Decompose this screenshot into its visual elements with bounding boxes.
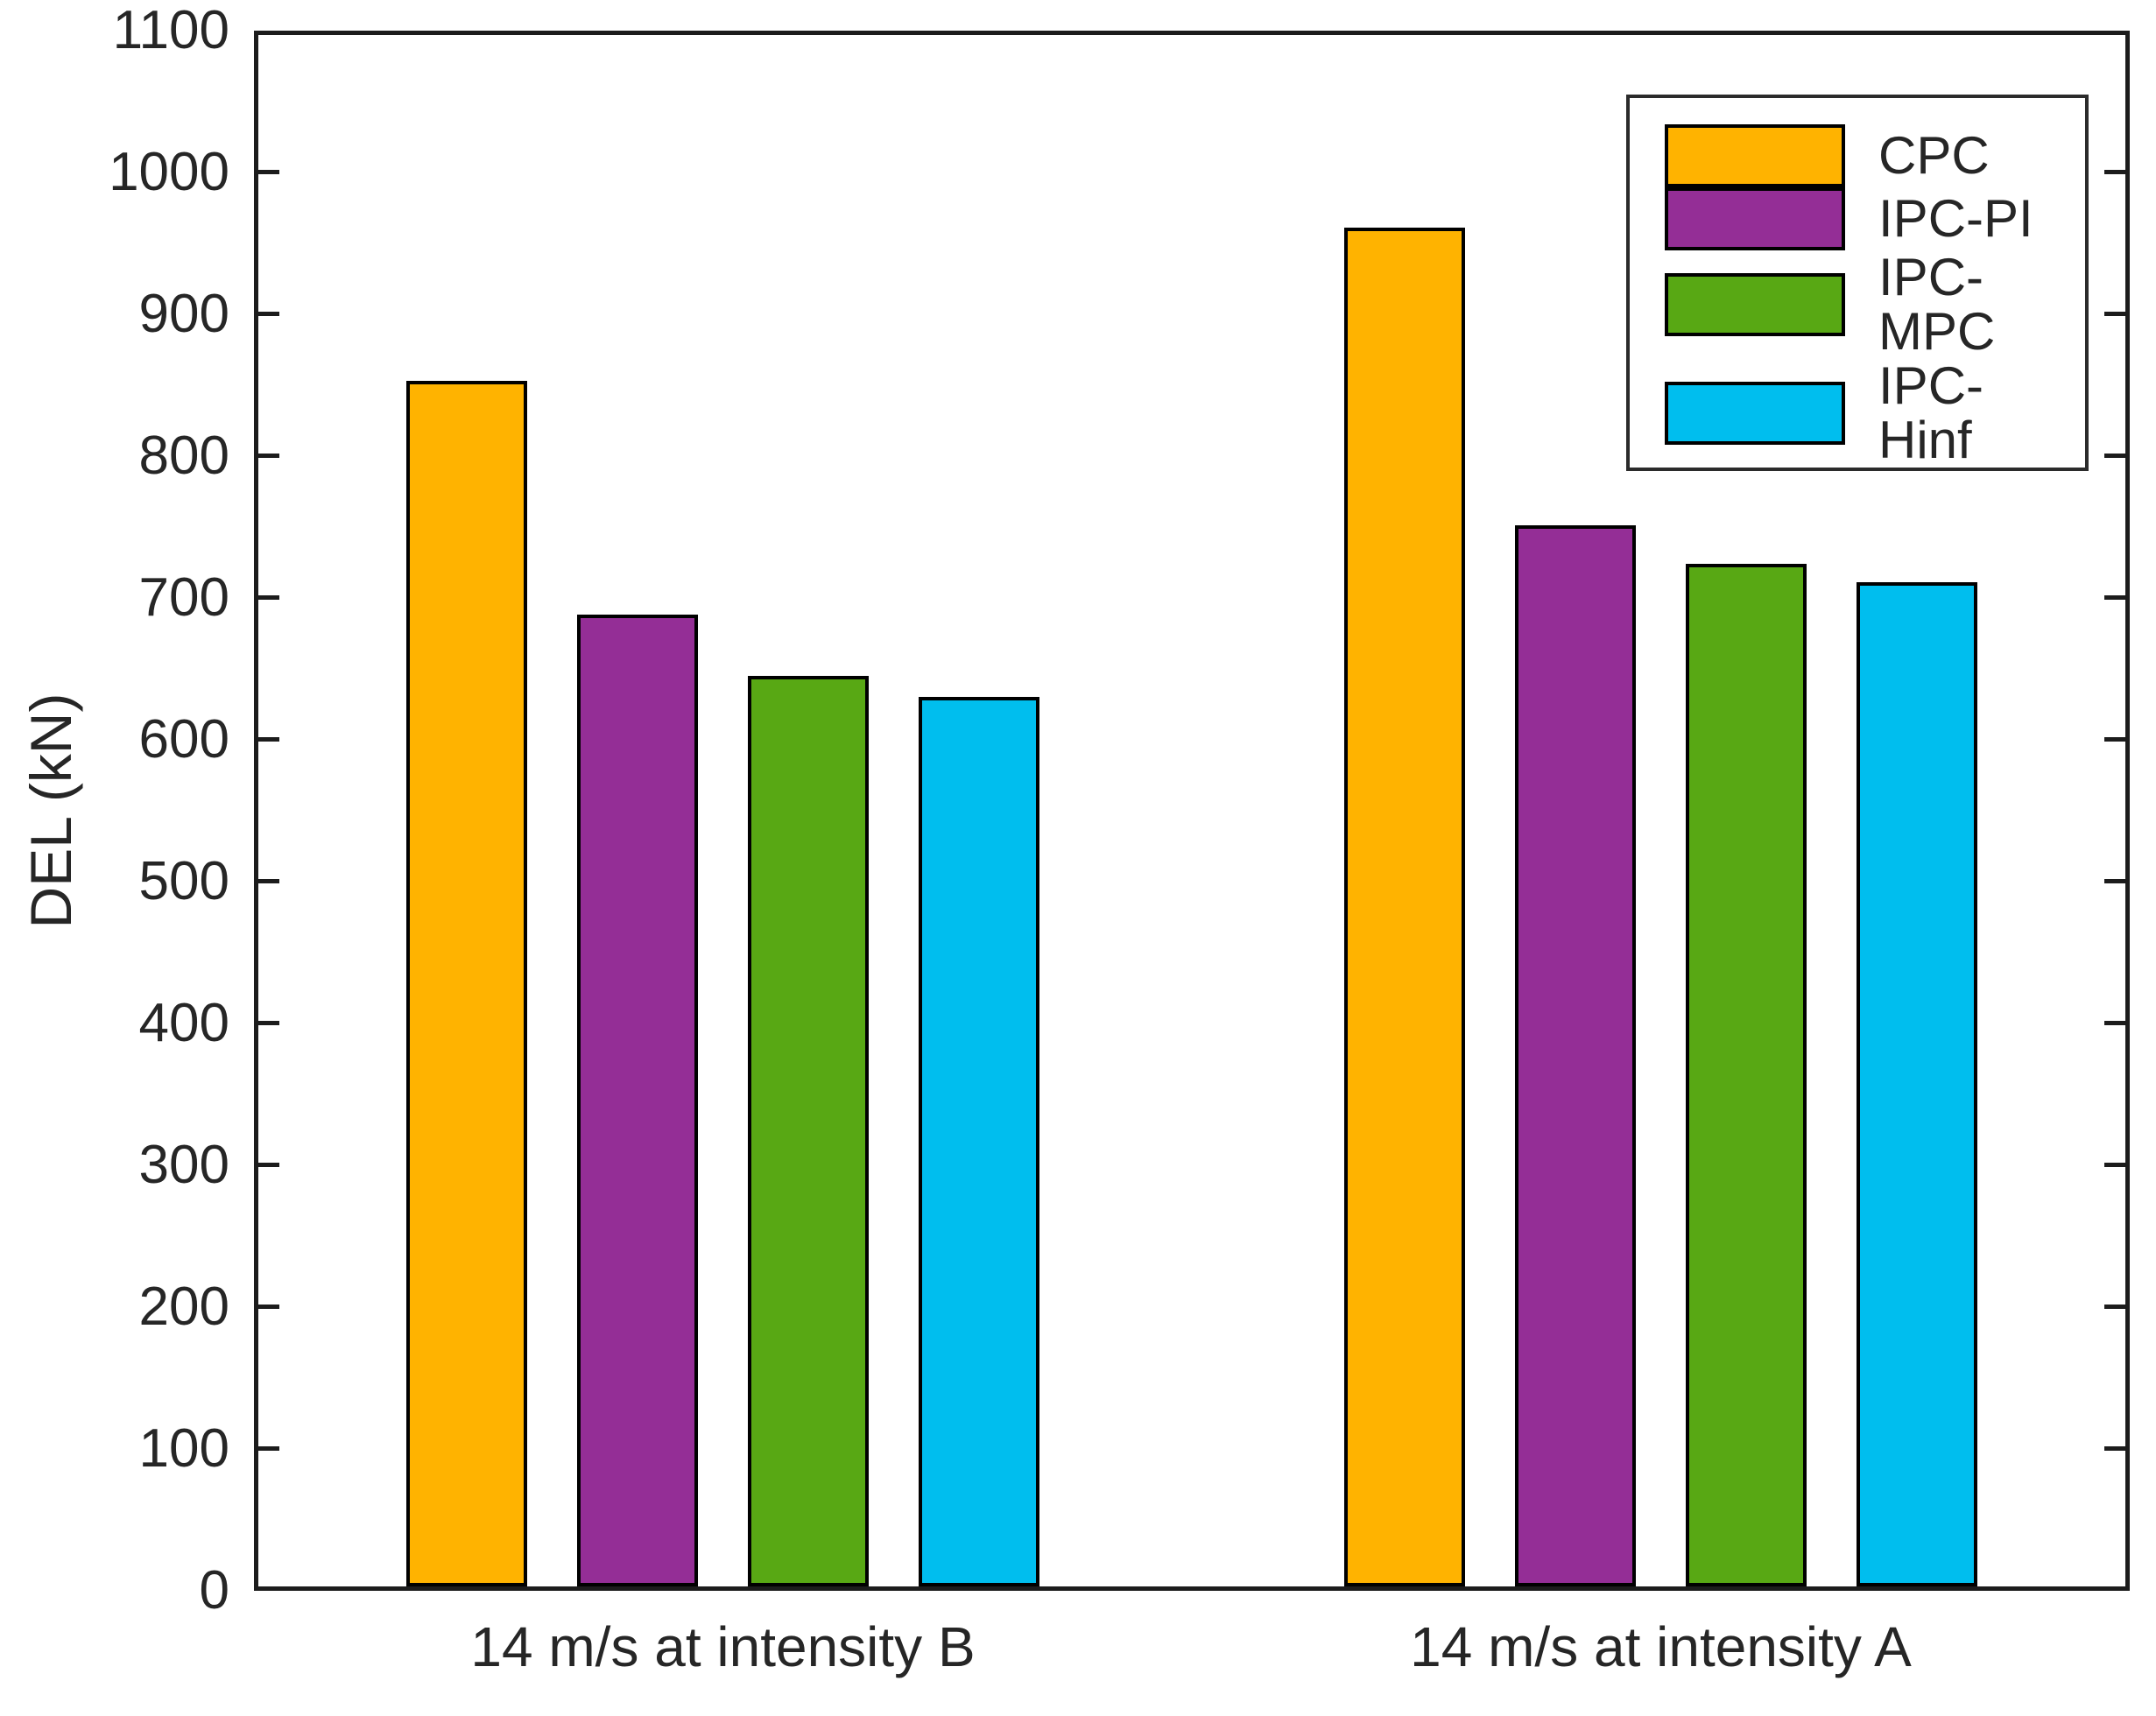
y-tick-label: 1000 [109,142,229,202]
legend-item-ipc-mpc: IPC-MPC [1665,250,2068,359]
plot-area [254,31,2130,1591]
bar-ipc-pi-intensity-a [1515,525,1636,1586]
y-tick-label: 1100 [112,0,229,60]
y-tick-right [2104,1446,2125,1451]
y-tick-left [258,595,279,600]
y-tick-label: 300 [138,1135,229,1195]
bar-ipc-mpc-intensity-a [1686,564,1807,1586]
y-tick-left [258,454,279,458]
y-tick-label: 500 [138,851,229,911]
y-tick-label: 400 [138,993,229,1053]
legend: CPC IPC-PI IPC-MPC IPC-Hinf [1626,95,2089,471]
y-tick-label: 700 [138,567,229,628]
legend-label: CPC [1878,126,1990,185]
y-tick-right [2104,595,2125,600]
y-tick-right [2104,1163,2125,1167]
legend-item-ipc-pi: IPC-PI [1665,187,2068,250]
y-tick-right [2104,312,2125,316]
bar-ipc-hinf-intensity-a [1857,582,1977,1586]
y-tick-label: 200 [138,1276,229,1337]
y-tick-left [258,1305,279,1309]
y-tick-left [258,1021,279,1025]
bar-ipc-hinf-intensity-b [919,697,1039,1586]
y-tick-left [258,170,279,174]
y-tick-right [2104,1021,2125,1025]
y-tick-label: 100 [138,1418,229,1479]
y-tick-right [2104,170,2125,174]
legend-swatch-cpc [1665,124,1845,187]
bar-cpc-intensity-a [1344,228,1465,1586]
y-tick-label: 600 [138,709,229,770]
y-tick-left [258,312,279,316]
y-tick-right [2104,454,2125,458]
x-category-label: 14 m/s at intensity A [1410,1615,1912,1678]
bar-cpc-intensity-b [406,381,527,1586]
legend-item-ipc-hinf: IPC-Hinf [1665,359,2068,468]
legend-label: IPC-MPC [1878,248,1996,361]
y-tick-label: 900 [138,284,229,344]
y-tick-left [258,737,279,742]
bar-ipc-mpc-intensity-b [748,676,869,1586]
legend-label: IPC-PI [1878,189,2033,248]
x-category-label: 14 m/s at intensity B [470,1615,976,1678]
y-tick-label: 0 [199,1560,229,1621]
y-tick-left [258,1163,279,1167]
y-tick-left [258,1446,279,1451]
bar-ipc-pi-intensity-b [577,615,698,1586]
y-tick-right [2104,879,2125,883]
y-tick-left [258,879,279,883]
legend-item-cpc: CPC [1665,124,2068,187]
y-tick-right [2104,737,2125,742]
legend-swatch-ipc-pi [1665,187,1845,250]
legend-label: IPC-Hinf [1878,356,1983,469]
legend-swatch-ipc-hinf [1665,382,1845,445]
y-tick-label: 800 [138,425,229,486]
legend-swatch-ipc-mpc [1665,273,1845,336]
y-tick-right [2104,1305,2125,1309]
